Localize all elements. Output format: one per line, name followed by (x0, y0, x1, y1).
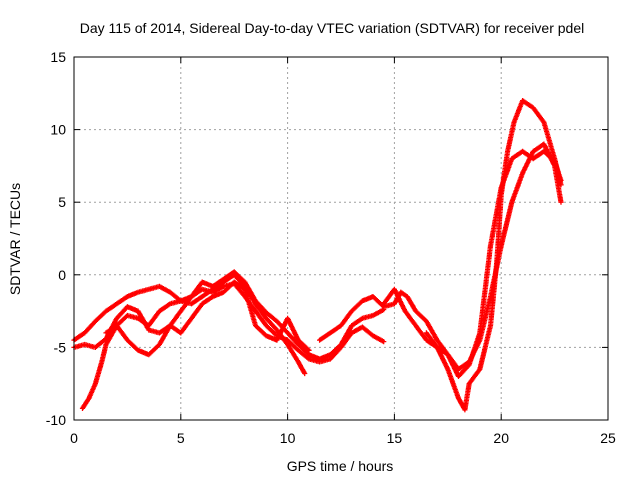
x-tick-label: 0 (70, 430, 78, 446)
track-3 (103, 279, 312, 358)
track-4 (317, 141, 564, 372)
x-tick-label: 5 (177, 430, 185, 446)
y-axis-title: SDTVAR / TECUs (7, 183, 23, 295)
series-0 (71, 98, 564, 413)
y-tick-label: 10 (50, 122, 66, 138)
track-5 (381, 148, 564, 379)
y-tick-label: 15 (50, 49, 66, 65)
y-tick-label: 0 (58, 267, 66, 283)
x-tick-label: 20 (493, 430, 509, 446)
plot-border (73, 56, 609, 421)
plus-markers (317, 141, 564, 372)
y-tick-label: -5 (54, 339, 67, 355)
plus-markers (381, 148, 564, 379)
y-tick-label: -10 (46, 412, 66, 428)
track-6 (423, 98, 564, 413)
chart-title: Day 115 of 2014, Sidereal Day-to-day VTE… (80, 20, 584, 36)
y-axis-ticks: -10 -5 0 5 10 15 (46, 49, 608, 428)
x-tick-label: 25 (600, 430, 616, 446)
x-tick-label: 15 (387, 430, 403, 446)
grid (74, 57, 608, 420)
y-tick-label: 5 (58, 194, 66, 210)
x-axis-ticks: 0 5 10 15 20 25 (70, 57, 616, 446)
x-axis-title: GPS time / hours (287, 458, 394, 474)
plus-markers (103, 279, 312, 358)
track-1 (79, 280, 387, 411)
data-series (71, 98, 564, 413)
x-tick-label: 10 (280, 430, 296, 446)
plus-markers (423, 98, 564, 413)
plus-markers (79, 280, 387, 411)
